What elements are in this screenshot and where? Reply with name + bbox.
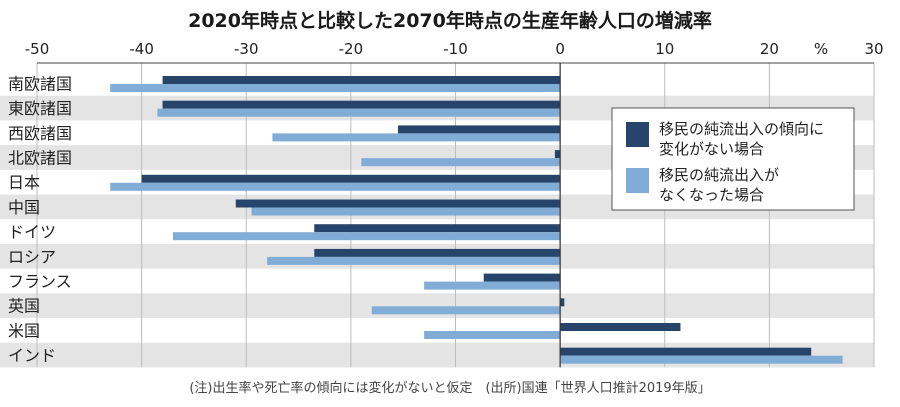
bar-no-migration: [272, 133, 561, 142]
bar-no-change: [162, 100, 561, 109]
x-tick-label: 30: [864, 40, 883, 58]
legend-box: [611, 107, 855, 211]
category-label: ロシア: [8, 247, 56, 266]
x-tick-label: 0: [555, 40, 565, 58]
x-tick-label: 10: [655, 40, 674, 58]
category-label: インド: [8, 346, 56, 365]
x-tick-label: -50: [25, 40, 50, 58]
bar-no-change: [554, 150, 561, 159]
x-tick-label: 20: [760, 40, 779, 58]
bar-no-change: [560, 323, 681, 331]
bar-no-change: [141, 174, 561, 183]
bar-no-migration: [110, 84, 561, 92]
bar-no-change: [483, 273, 561, 282]
x-tick-label: -30: [234, 40, 259, 58]
bar-no-migration: [424, 331, 561, 339]
bar-no-migration: [361, 158, 561, 167]
x-axis-ticks: -50 -40 -30 -20 -10 0 10 20 30: [25, 40, 884, 58]
bar-no-migration: [560, 355, 843, 364]
bar-no-migration: [173, 232, 561, 241]
category-label: 西欧諸国: [8, 124, 72, 143]
legend-swatch-no-migration: [626, 168, 649, 193]
bar-no-migration: [110, 182, 561, 191]
bar-no-change: [560, 298, 565, 307]
x-tick-label: -20: [339, 40, 364, 58]
legend-swatch-no-change: [626, 122, 649, 147]
category-label: 北欧諸国: [8, 148, 72, 167]
bar-no-change: [314, 224, 561, 233]
category-label: 日本: [8, 173, 40, 192]
category-label: フランス: [8, 272, 72, 291]
chart-title: 2020年時点と比較した2070年時点の生産年齢人口の増減率: [188, 9, 712, 32]
bar-no-change: [235, 199, 561, 208]
x-tick-label: -40: [129, 40, 154, 58]
category-label: 中国: [8, 198, 40, 217]
footnote: (注)出生率や死亡率の傾向には変化がないと仮定 (出所)国連「世界人口推計201…: [189, 380, 710, 396]
category-label: 南欧諸国: [8, 74, 72, 93]
x-tick-label: -10: [443, 40, 468, 58]
category-label: 東欧諸国: [8, 99, 72, 118]
bar-no-migration: [371, 306, 561, 315]
legend-label-no-change-line2: 変化がない場合: [659, 140, 764, 158]
bar-no-change: [162, 76, 561, 84]
category-label: ドイツ: [8, 223, 56, 242]
legend-label-no-migration-line2: なくなった場合: [659, 186, 764, 204]
legend-label-no-migration-line1: 移民の純流出入が: [659, 166, 779, 184]
category-label: 米国: [8, 321, 40, 340]
bar-no-change: [560, 347, 812, 356]
legend: 移民の純流出入の傾向に 変化がない場合 移民の純流出入が なくなった場合: [611, 107, 855, 211]
bar-no-migration: [157, 108, 561, 117]
bars: [110, 76, 843, 364]
bar-no-change: [397, 125, 561, 134]
bar-no-migration: [251, 207, 561, 216]
legend-label-no-change-line1: 移民の純流出入の傾向に: [659, 120, 824, 138]
bar-no-change: [314, 248, 561, 257]
bar-no-migration: [424, 281, 561, 290]
bar-no-migration: [267, 256, 561, 265]
category-label: 英国: [8, 297, 40, 316]
unit-label: %: [814, 40, 828, 58]
